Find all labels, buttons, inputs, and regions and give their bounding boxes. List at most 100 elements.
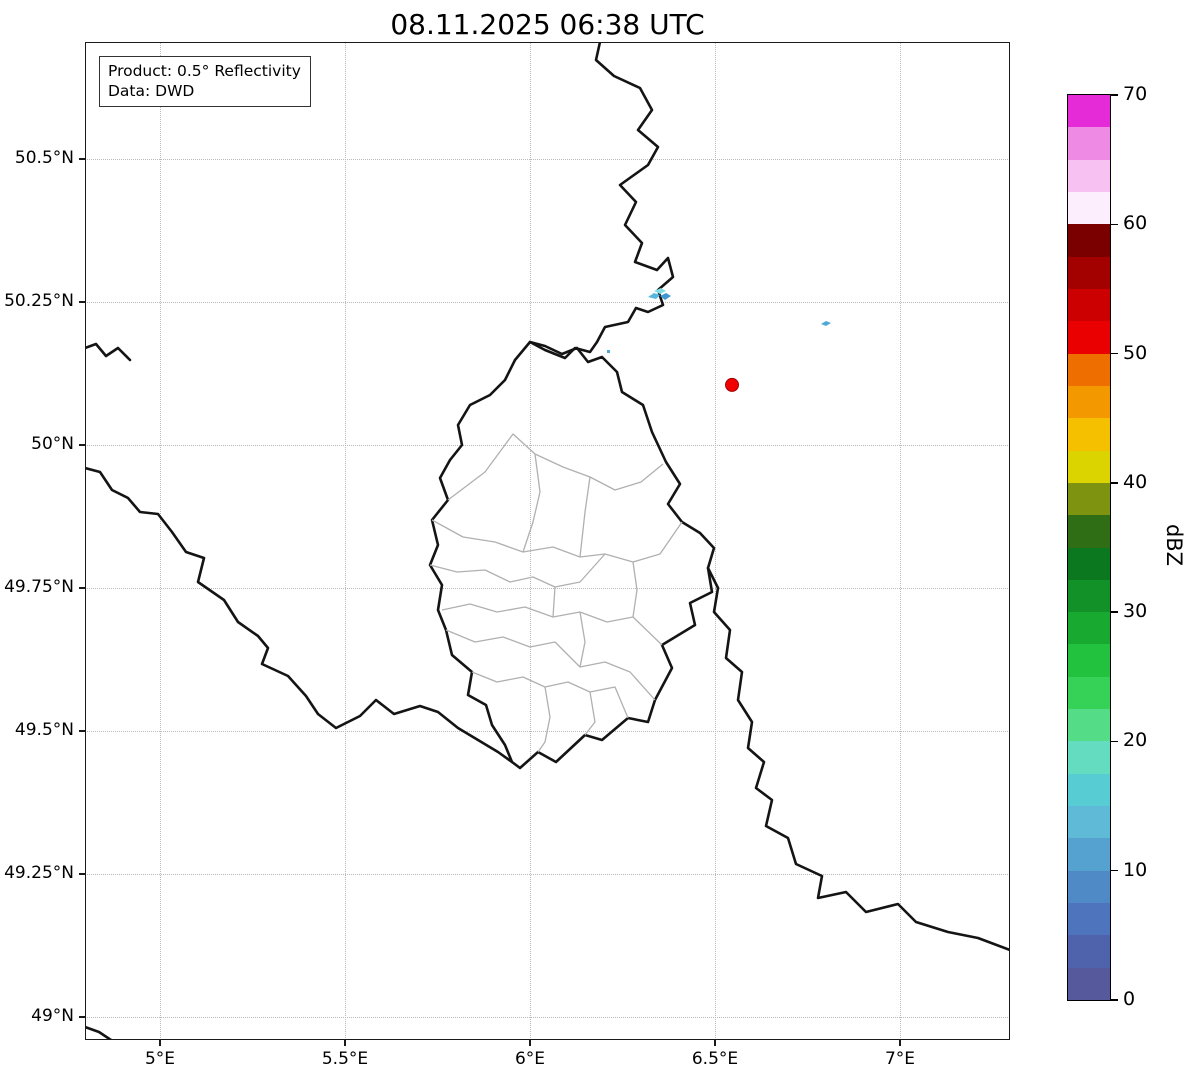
colorbar-tick-label: 70 xyxy=(1123,83,1148,105)
colorbar-segment xyxy=(1068,870,1110,904)
colorbar-tick-label: 0 xyxy=(1123,988,1136,1010)
x-tick-mark xyxy=(899,1040,901,1046)
colorbar-segment xyxy=(1068,740,1110,774)
colorbar-segment xyxy=(1068,805,1110,839)
border-luxembourg xyxy=(428,340,716,770)
colorbar-segment xyxy=(1068,158,1110,192)
x-tick-mark xyxy=(529,1040,531,1046)
colorbar xyxy=(1067,94,1111,1001)
colorbar-segment xyxy=(1068,643,1110,677)
colorbar-tick-mark xyxy=(1111,740,1118,743)
colorbar-segment xyxy=(1068,352,1110,386)
map-canvas xyxy=(85,42,1010,1040)
y-tick-label: 50.25°N xyxy=(4,290,74,311)
x-tick-mark xyxy=(714,1040,716,1046)
colorbar-segment xyxy=(1068,966,1110,1000)
colorbar-segment xyxy=(1068,223,1110,257)
gridline-horizontal xyxy=(85,444,1010,446)
x-tick-label: 5.5°E xyxy=(321,1049,369,1069)
colorbar-segment xyxy=(1068,385,1110,419)
border-west-stub xyxy=(85,342,132,362)
colorbar-segment xyxy=(1068,676,1110,710)
plot-title: 08.11.2025 06:38 UTC xyxy=(390,8,705,41)
gridline-horizontal xyxy=(85,1016,1010,1018)
colorbar-tick-mark xyxy=(1111,223,1118,226)
radar-echo xyxy=(607,350,610,353)
map-plot: Product: 0.5° Reflectivity Data: DWD xyxy=(85,42,1010,1040)
info-product: Product: 0.5° Reflectivity xyxy=(108,62,301,80)
radar-echo xyxy=(648,293,660,299)
colorbar-tick-label: 30 xyxy=(1123,600,1148,623)
x-tick-mark xyxy=(159,1040,161,1046)
colorbar-segment xyxy=(1068,320,1110,354)
x-tick-label: 6.5°E xyxy=(691,1049,739,1069)
y-tick-label: 50.5°N xyxy=(14,147,74,168)
colorbar-segment xyxy=(1068,773,1110,807)
radar-echo xyxy=(654,288,666,294)
colorbar-label: dBZ xyxy=(1162,523,1186,567)
gridline-horizontal xyxy=(85,587,1010,589)
y-tick-mark xyxy=(79,873,85,875)
info-data-source: Data: DWD xyxy=(108,82,195,101)
gridline-vertical xyxy=(529,42,531,1040)
colorbar-segment xyxy=(1068,934,1110,968)
border-belgium-france xyxy=(85,466,514,764)
country-borders xyxy=(85,42,1010,1040)
border-france-germany xyxy=(706,566,1010,952)
colorbar-tick-label: 10 xyxy=(1123,858,1148,881)
border-germany-belgium xyxy=(528,42,675,360)
colorbar-segment xyxy=(1068,546,1110,580)
colorbar-tick-mark xyxy=(1111,999,1118,1001)
border-southwest-stub xyxy=(85,1025,113,1040)
y-tick-label: 49.75°N xyxy=(4,576,74,597)
y-tick-mark xyxy=(79,444,85,446)
colorbar-tick-label: 60 xyxy=(1123,212,1148,235)
gridline-vertical xyxy=(714,42,716,1040)
colorbar-segment xyxy=(1068,902,1110,936)
colorbar-segment xyxy=(1068,417,1110,451)
gridline-horizontal xyxy=(85,158,1010,160)
gridline-vertical xyxy=(344,42,346,1040)
colorbar-segment xyxy=(1068,95,1110,128)
gridline-horizontal xyxy=(85,301,1010,303)
colorbar-tick-mark xyxy=(1111,611,1118,613)
colorbar-segment xyxy=(1068,449,1110,483)
colorbar-segment xyxy=(1068,482,1110,516)
x-tick-label: 7°E xyxy=(884,1049,916,1069)
admin-borders xyxy=(429,433,683,753)
colorbar-tick-label: 20 xyxy=(1123,729,1148,752)
colorbar-segment xyxy=(1068,579,1110,613)
y-tick-mark xyxy=(79,1016,85,1018)
colorbar-tick-mark xyxy=(1111,94,1118,96)
colorbar-segment xyxy=(1068,288,1110,322)
gridline-horizontal xyxy=(85,873,1010,875)
x-tick-label: 5°E xyxy=(144,1049,176,1069)
colorbar-segment xyxy=(1068,191,1110,225)
gridline-vertical xyxy=(159,42,161,1040)
y-tick-label: 49.5°N xyxy=(14,719,74,740)
y-tick-label: 49°N xyxy=(31,1005,74,1026)
colorbar-tick-label: 40 xyxy=(1123,470,1148,493)
colorbar-segment xyxy=(1068,708,1110,742)
y-tick-mark xyxy=(79,158,85,160)
colorbar-segment xyxy=(1068,255,1110,289)
gridline-vertical xyxy=(899,42,901,1040)
colorbar-segment xyxy=(1068,837,1110,871)
radar-echo xyxy=(660,293,671,300)
info-box: Product: 0.5° Reflectivity Data: DWD xyxy=(99,56,311,108)
y-tick-mark xyxy=(79,587,85,589)
colorbar-tick-mark xyxy=(1111,869,1118,872)
radar-site-marker xyxy=(725,377,740,392)
colorbar-tick-mark xyxy=(1111,482,1118,484)
radar-echoes xyxy=(607,288,831,353)
colorbar-tick-mark xyxy=(1111,352,1118,355)
colorbar-segment xyxy=(1068,514,1110,548)
y-tick-mark xyxy=(79,730,85,732)
colorbar-segment xyxy=(1068,611,1110,645)
radar-echo xyxy=(821,321,831,326)
x-tick-mark xyxy=(344,1040,346,1046)
y-tick-label: 50°N xyxy=(31,433,74,454)
colorbar-segment xyxy=(1068,126,1110,160)
y-tick-label: 49.25°N xyxy=(4,862,74,883)
